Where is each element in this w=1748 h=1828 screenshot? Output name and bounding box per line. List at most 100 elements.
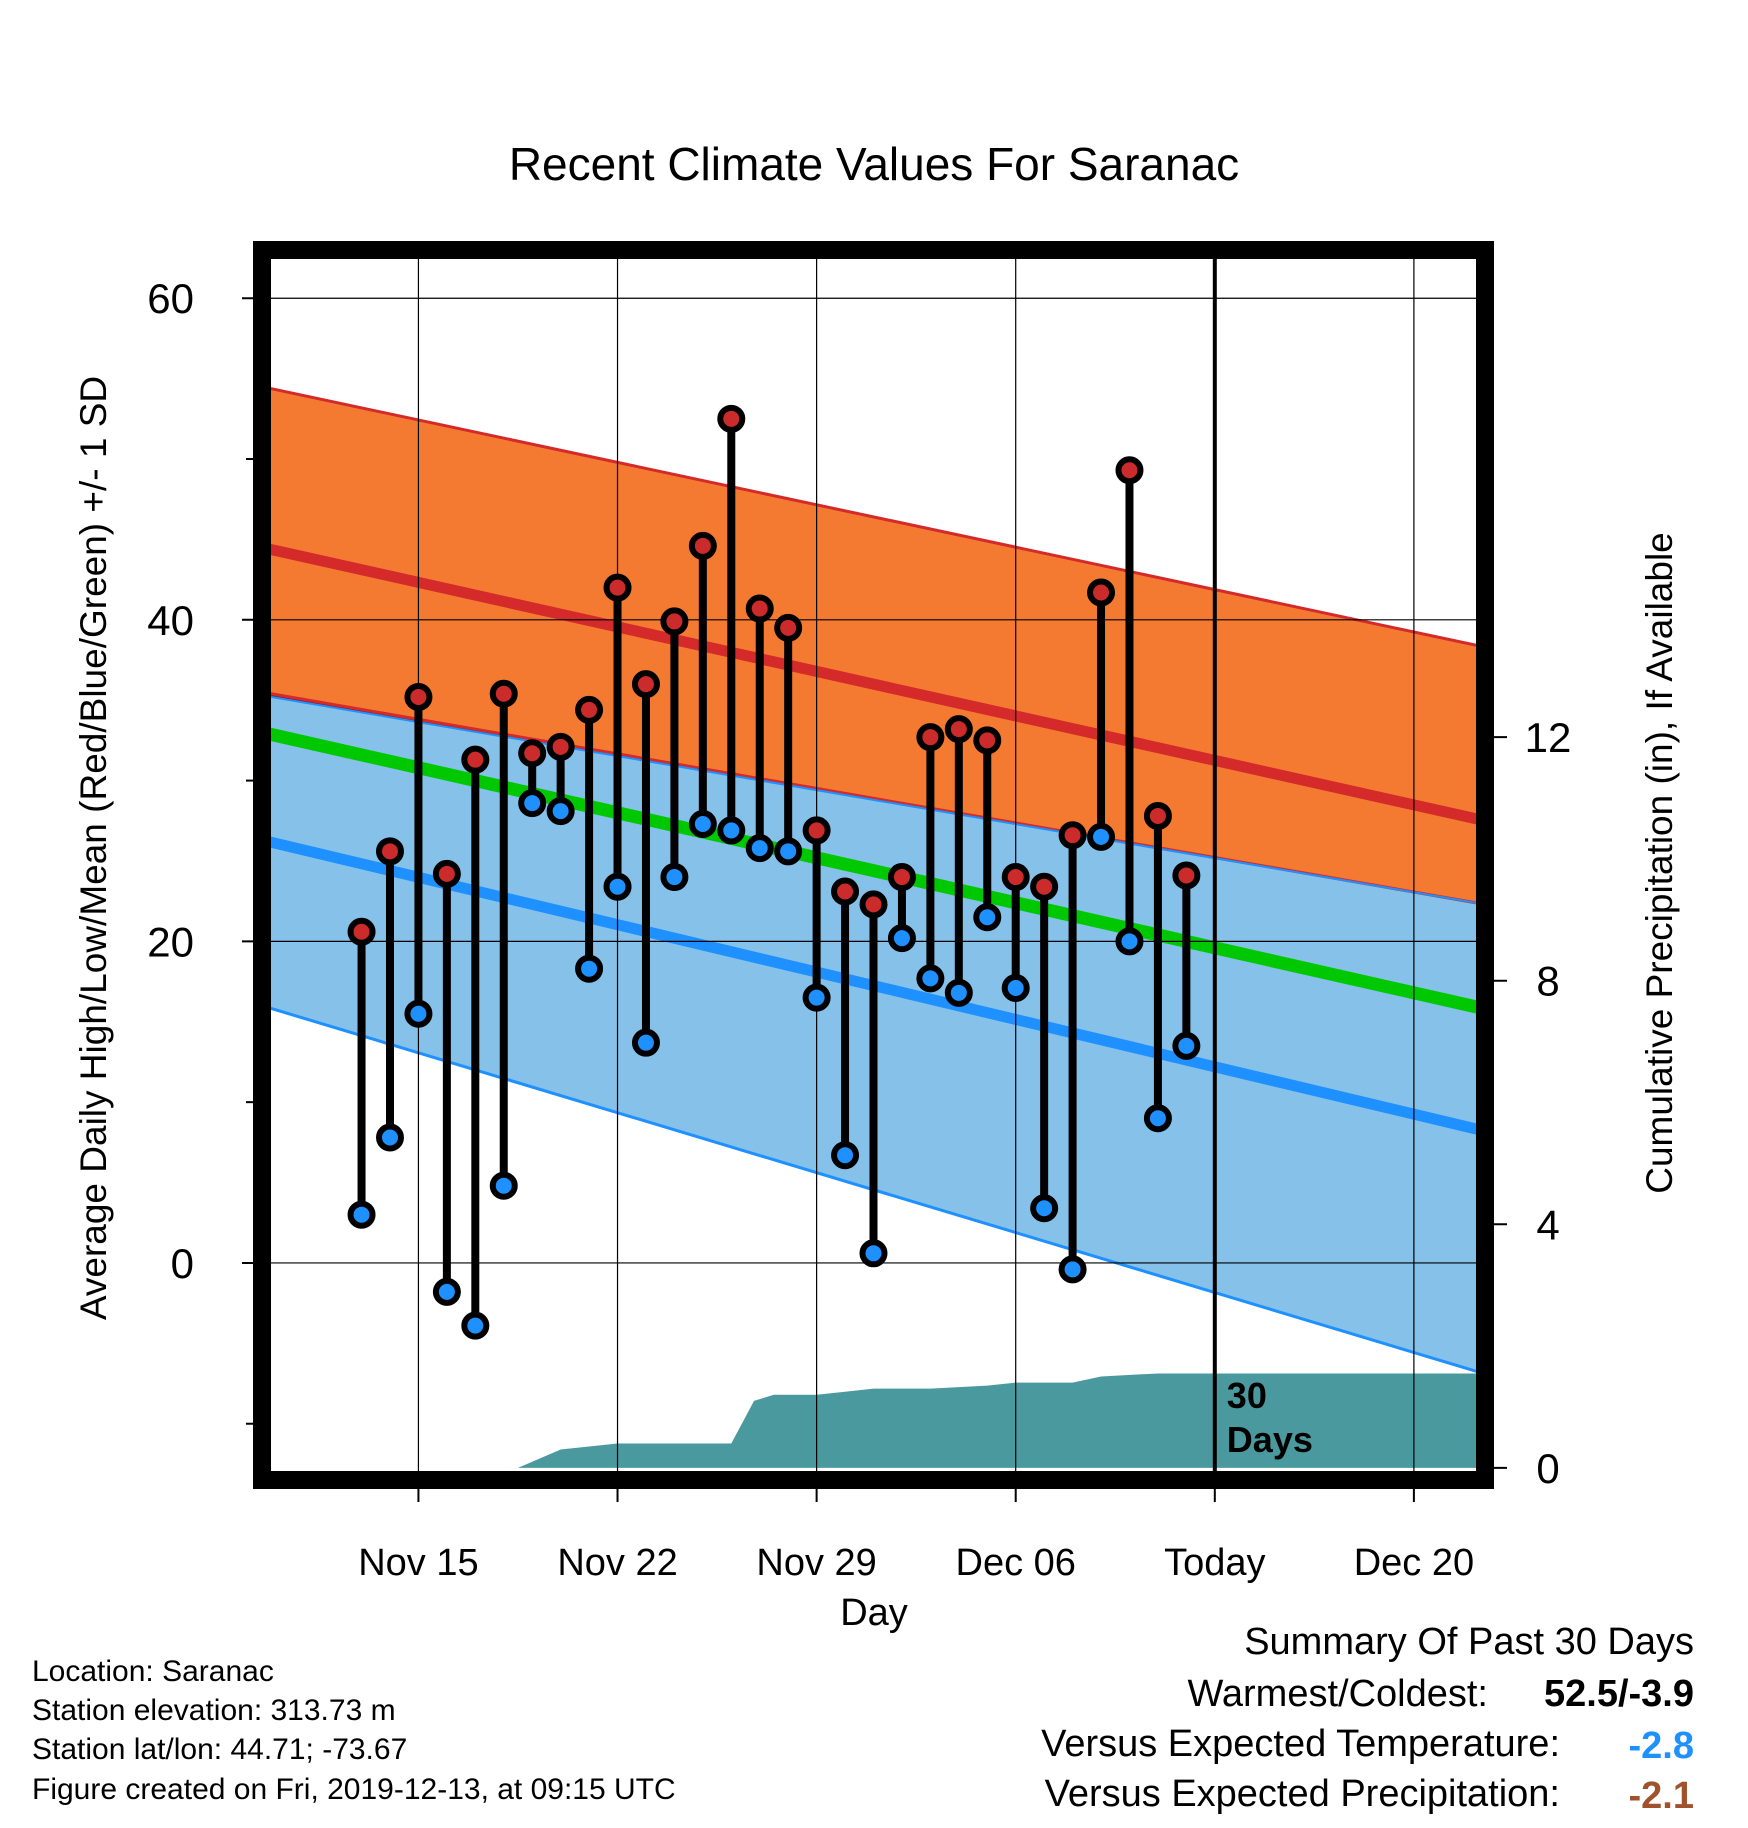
high-point (831, 877, 860, 906)
y-tick-label: 0 (171, 1240, 194, 1287)
info-latlon: Station lat/lon: 44.71; -73.67 (32, 1733, 407, 1766)
today-days-number: 30 (1227, 1375, 1267, 1416)
high-point (688, 531, 717, 560)
x-tick-label: Nov 15 (358, 1542, 478, 1584)
low-upper-edge (261, 694, 1486, 906)
y-axis-label: Average Daily High/Low/Mean (Red/Blue/Gr… (73, 376, 114, 1320)
high-point (603, 573, 632, 602)
high-point (1115, 456, 1144, 485)
high-point (859, 890, 888, 919)
y2-tick-label: 4 (1536, 1201, 1559, 1248)
low-point (859, 1239, 888, 1268)
low-point (575, 954, 604, 983)
avg-mean-line (260, 726, 1487, 1016)
high-point (631, 670, 660, 699)
high-point (1001, 863, 1030, 892)
y2-tick-label: 8 (1536, 958, 1559, 1005)
low-point (973, 903, 1002, 932)
info-location: Location: Saranac (32, 1655, 274, 1688)
summary-temp-value: -2.8 (1629, 1725, 1694, 1767)
low-point (802, 983, 831, 1012)
high-point (546, 732, 575, 761)
high-point (375, 837, 404, 866)
high-point (802, 816, 831, 845)
high-point (660, 607, 689, 636)
chart-title: Recent Climate Values For Saranac (509, 138, 1239, 190)
summary-temp-label: Versus Expected Temperature: (1041, 1723, 1560, 1765)
low-point (1172, 1031, 1201, 1060)
precipitation-area (262, 1373, 1485, 1468)
info-created: Figure created on Fri, 2019-12-13, at 09… (32, 1773, 676, 1806)
low-point (404, 999, 433, 1028)
x-axis-label: Day (840, 1592, 908, 1634)
low-point (1143, 1104, 1172, 1133)
x-tick-label: Nov 22 (557, 1542, 677, 1584)
high-point (432, 859, 461, 888)
high-point (347, 917, 376, 946)
x-tick-label: Nov 29 (756, 1542, 876, 1584)
high-point (973, 726, 1002, 755)
high-point (1058, 821, 1087, 850)
low-point (432, 1277, 461, 1306)
summary-precip-label: Versus Expected Precipitation: (1045, 1773, 1560, 1815)
low-point (603, 872, 632, 901)
high-point (717, 404, 746, 433)
low-point (916, 964, 945, 993)
info-elevation: Station elevation: 313.73 m (32, 1694, 396, 1727)
low-point (347, 1200, 376, 1229)
low-point (631, 1028, 660, 1057)
high-point (1030, 872, 1059, 901)
low-point (1087, 822, 1116, 851)
low-point (1058, 1255, 1087, 1284)
today-days-label: Days (1227, 1419, 1313, 1460)
high-point (575, 695, 604, 724)
summary-warmest-label: Warmest/Coldest: (1187, 1673, 1488, 1715)
high-point (1172, 861, 1201, 890)
y-tick-label: 40 (147, 597, 194, 644)
high-upper-edge (261, 385, 1486, 649)
y2-tick-label: 12 (1525, 714, 1572, 761)
high-point (1143, 801, 1172, 830)
x-tick-label: Dec 06 (956, 1542, 1076, 1584)
low-point (717, 816, 746, 845)
x-tick-label: Today (1164, 1542, 1265, 1584)
y2-tick-label: 0 (1536, 1445, 1559, 1492)
high-point (1087, 578, 1116, 607)
low-point (1115, 927, 1144, 956)
high-mean-line (260, 542, 1487, 827)
high-point (774, 613, 803, 642)
low-point (489, 1171, 518, 1200)
low-point (887, 924, 916, 953)
summary-precip-value: -2.1 (1629, 1775, 1694, 1817)
summary-warmest-value: 52.5/-3.9 (1544, 1673, 1694, 1715)
low-point (660, 863, 689, 892)
high-point (489, 679, 518, 708)
x-tick-label: Dec 20 (1354, 1542, 1474, 1584)
summary-title: Summary Of Past 30 Days (1244, 1621, 1694, 1663)
low-point (688, 810, 717, 838)
high-point (887, 863, 916, 892)
y-tick-label: 60 (147, 275, 194, 322)
high-point (944, 715, 973, 744)
low-point (1001, 974, 1030, 1002)
high-point (916, 723, 945, 752)
y2-axis-label: Cumulative Precipitation (in), If Availa… (1639, 532, 1680, 1194)
y-tick-label: 20 (147, 918, 194, 965)
low-point (375, 1123, 404, 1152)
high-point (404, 682, 433, 711)
high-point (461, 745, 490, 774)
low-point (831, 1141, 860, 1170)
low-point (944, 978, 973, 1007)
high-point (745, 594, 774, 623)
low-point (774, 837, 803, 866)
low-point (546, 797, 575, 826)
low-point (745, 834, 774, 863)
plot-frame (253, 241, 1494, 1489)
high-sd-band (262, 386, 1485, 905)
high-point (518, 739, 547, 768)
low-point (518, 789, 547, 818)
low-point (1030, 1194, 1059, 1223)
low-point (461, 1311, 490, 1340)
